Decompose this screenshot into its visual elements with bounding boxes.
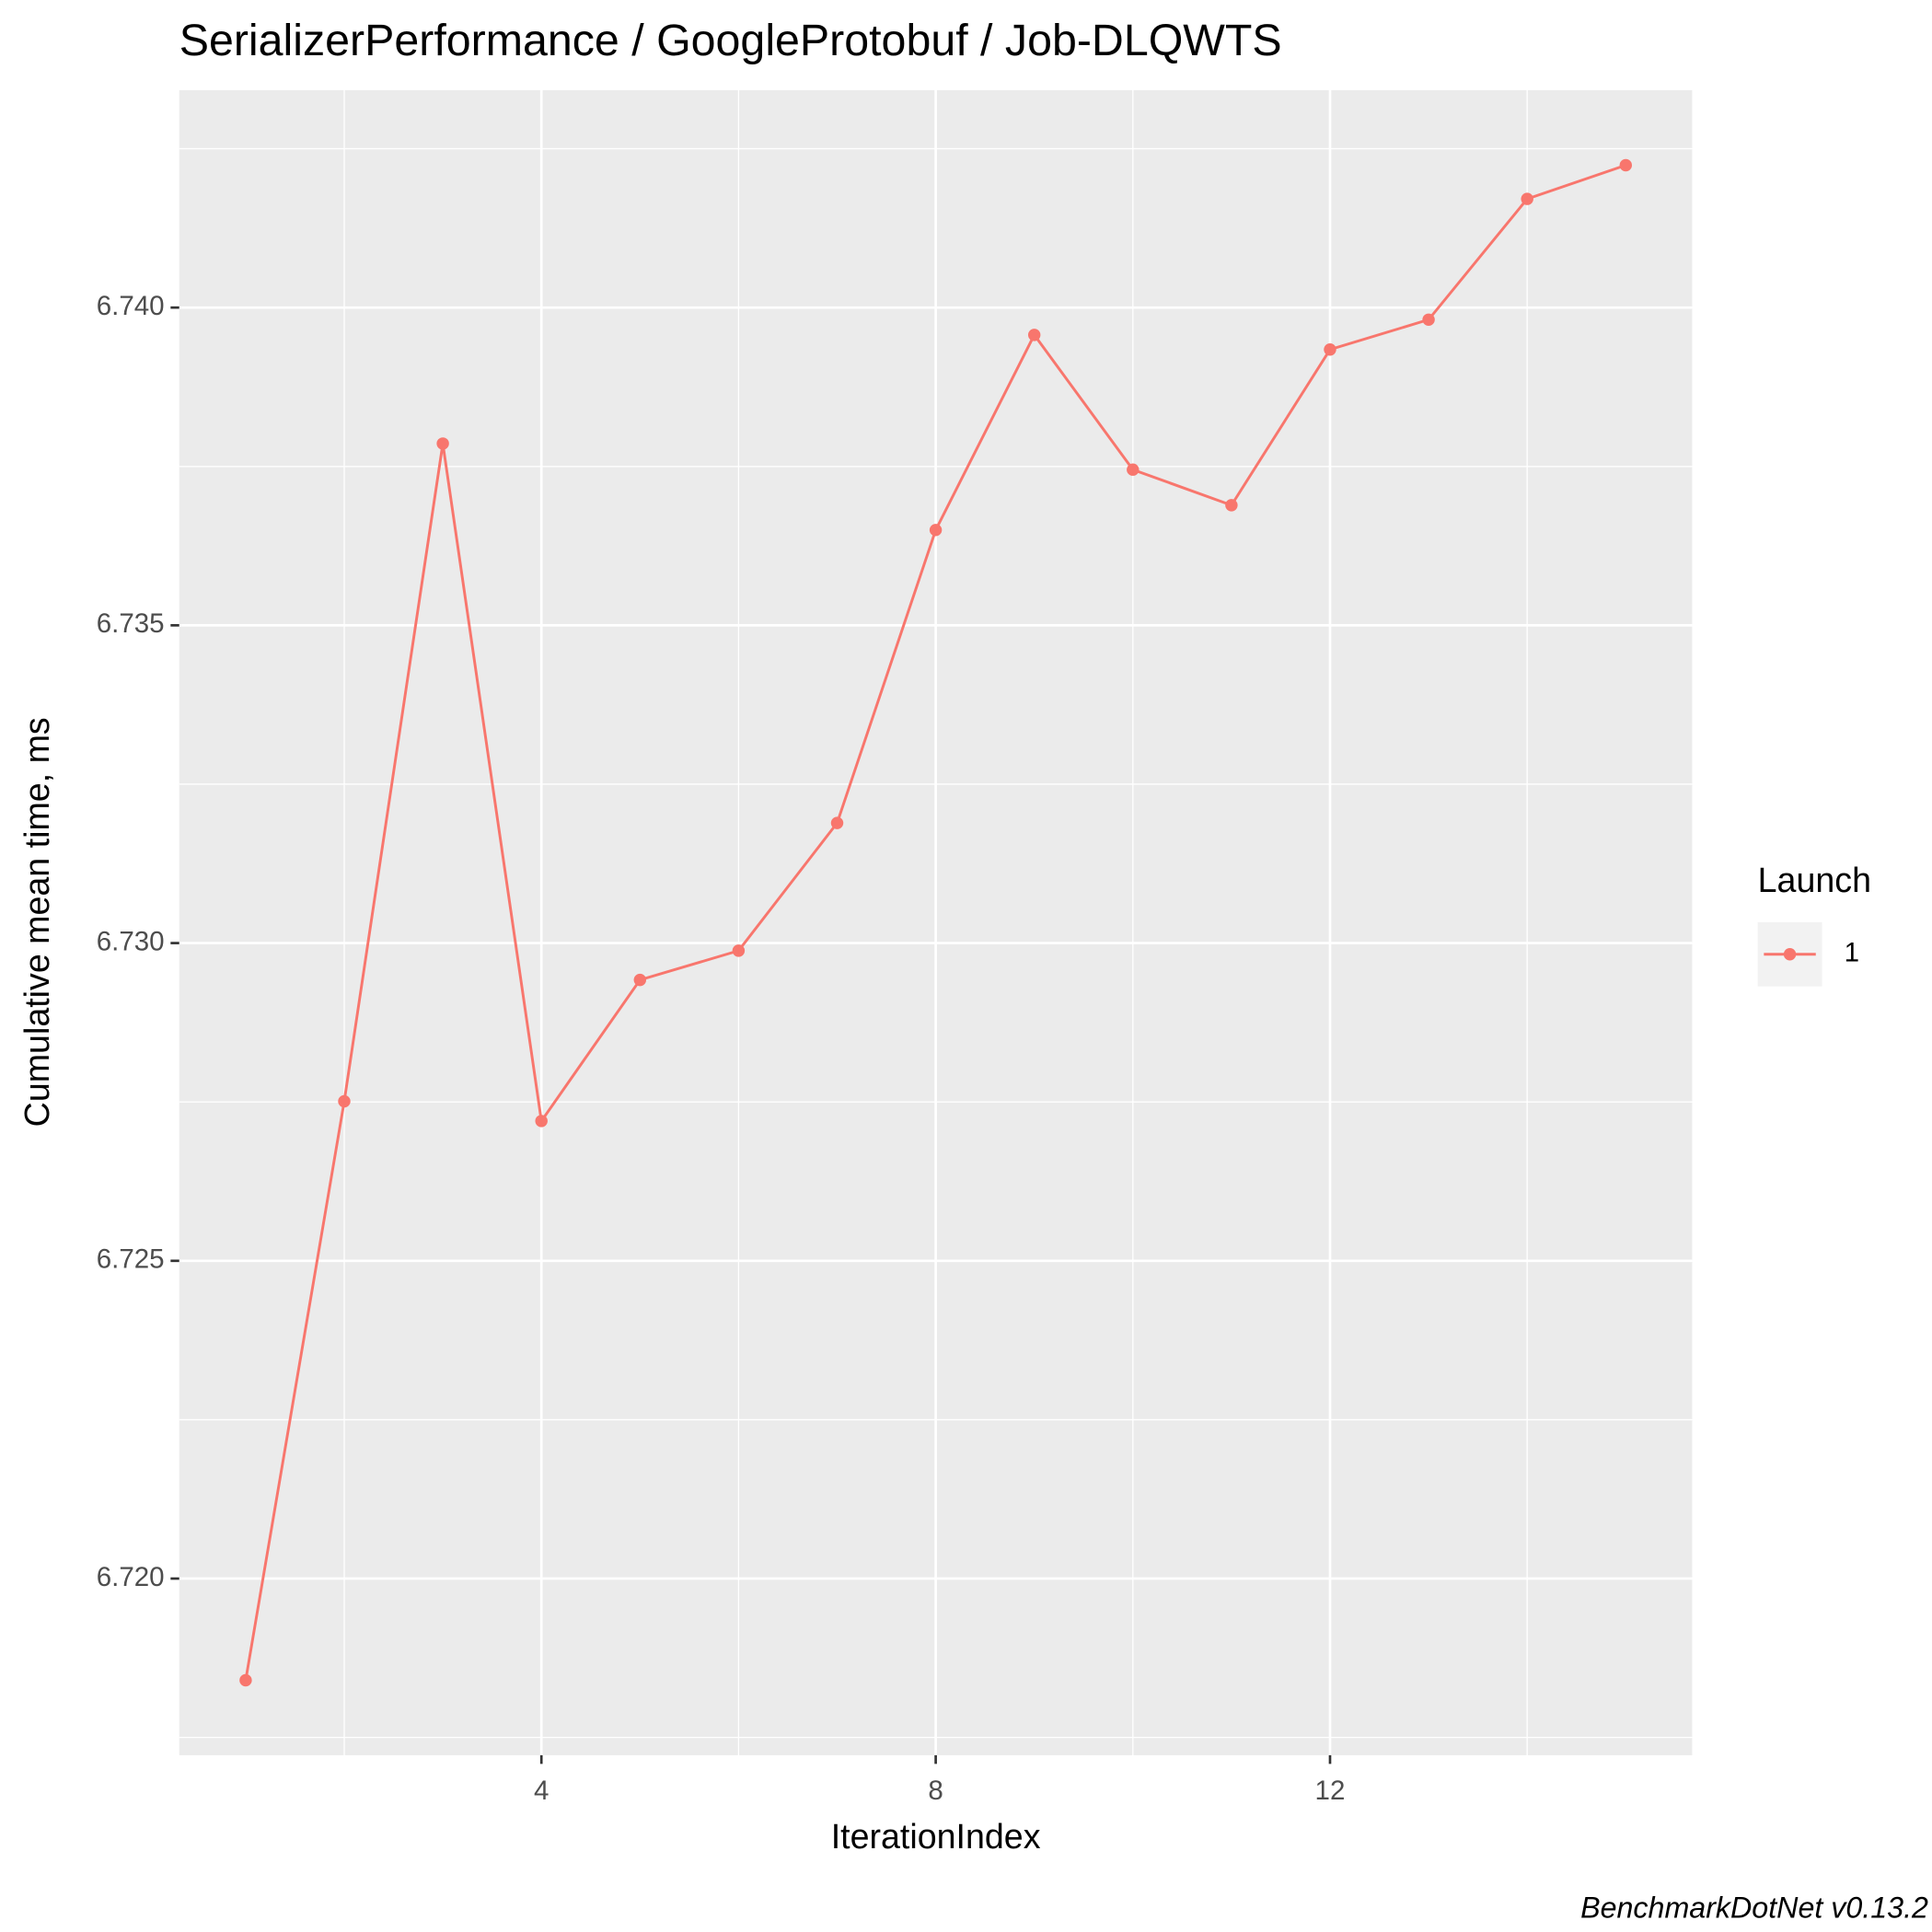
point [1324,343,1336,356]
x-axis-title: IterationIndex [831,1817,1041,1856]
x-tick-label: 12 [1315,1776,1346,1806]
point [1422,313,1435,326]
point [436,437,449,450]
point [1619,158,1633,172]
legend: 1 [1757,921,1859,987]
x-tick-label: 8 [928,1776,943,1806]
y-tick-label: 6.720 [97,1562,165,1592]
point [1521,192,1533,205]
point [1225,499,1238,512]
point [633,973,647,987]
x-tick-label: 4 [534,1776,549,1806]
point [830,816,844,829]
y-tick-label: 6.730 [97,926,165,956]
point [239,1673,252,1687]
legend-label: 1 [1845,938,1859,968]
legend-point [1783,948,1797,961]
point [1127,463,1140,476]
point [1027,329,1041,341]
y-tick-label: 6.735 [97,608,165,639]
caption: BenchmarkDotNet v0.13.2 [1580,1891,1928,1924]
y-tick-label: 6.740 [97,291,165,321]
y-axis-title: Cumulative mean time, ms [17,717,56,1127]
point [338,1094,351,1108]
y-tick-label: 6.725 [97,1244,165,1275]
point [535,1115,548,1128]
marks [239,158,1633,1687]
point [732,944,746,957]
point [929,524,943,537]
chart-title: SerializerPerformance / GoogleProtobuf /… [179,16,1282,65]
grid [170,90,1693,1764]
legend-title: Launch [1758,861,1871,899]
